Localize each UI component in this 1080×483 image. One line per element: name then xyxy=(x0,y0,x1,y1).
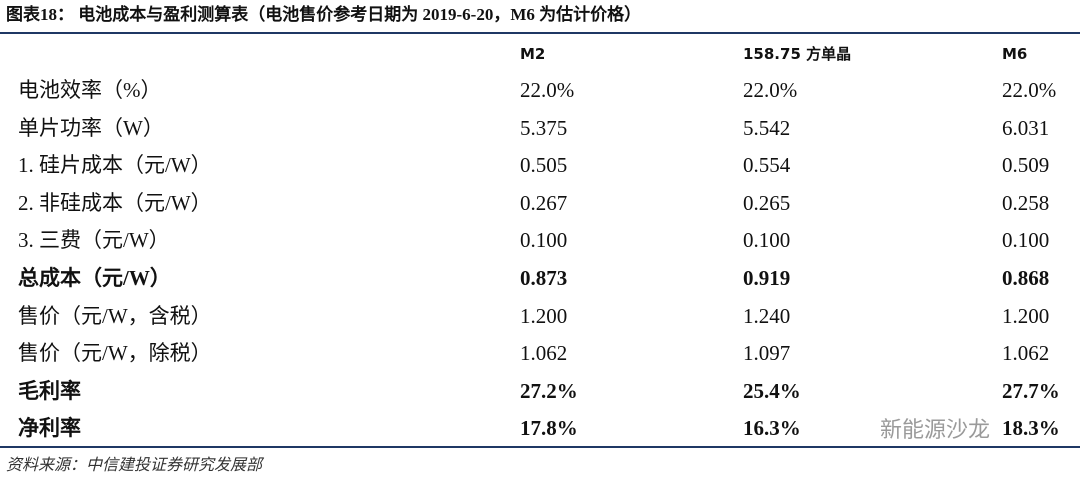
cell-value: 18.3% xyxy=(1002,416,1060,441)
column-header: M2 xyxy=(520,45,546,63)
row-label: 2. 非硅成本（元/W） xyxy=(18,190,212,215)
row-label: 净利率 xyxy=(18,416,81,441)
column-header: M6 xyxy=(1002,45,1028,63)
cell-value: 1.240 xyxy=(743,303,791,328)
cell-value: 5.375 xyxy=(520,115,568,140)
cell-value: 1.200 xyxy=(520,303,568,328)
cell-value: 0.868 xyxy=(1002,266,1050,290)
cell-value: 0.873 xyxy=(520,266,568,290)
cell-value: 0.505 xyxy=(520,153,568,178)
cell-value: 22.0% xyxy=(1002,78,1057,102)
cell-value: 0.258 xyxy=(1002,190,1050,215)
cell-value: 22.0% xyxy=(520,78,575,102)
cell-value: 16.3% xyxy=(743,416,801,441)
cell-value: 0.100 xyxy=(1002,228,1050,253)
table-title: 图表18： 电池成本与盈利测算表（电池售价参考日期为 2019-6-20，M6 … xyxy=(6,5,642,24)
row-label: 电池效率（%） xyxy=(18,78,162,102)
source-note: 资料来源：中信建投证券研究发展部 xyxy=(6,457,263,474)
row-label: 3. 三费（元/W） xyxy=(18,228,170,253)
cell-value: 1.062 xyxy=(520,341,568,366)
cell-value: 5.542 xyxy=(743,115,791,140)
row-label: 售价（元/W，除税） xyxy=(18,341,212,366)
cell-value: 6.031 xyxy=(1002,115,1050,140)
row-label: 毛利率 xyxy=(18,378,81,403)
cell-value: 1.097 xyxy=(743,341,791,366)
cell-value: 1.200 xyxy=(1002,303,1050,328)
cell-value: 25.4% xyxy=(743,378,801,403)
bottom-rule xyxy=(0,446,1080,448)
row-label: 1. 硅片成本（元/W） xyxy=(18,153,212,178)
cell-value: 22.0% xyxy=(743,78,798,102)
cell-value: 0.100 xyxy=(743,228,791,253)
column-header: 158.75 方单晶 xyxy=(743,45,852,63)
top-rule xyxy=(0,32,1080,34)
row-label: 单片功率（W） xyxy=(18,115,164,140)
row-label: 总成本（元/W） xyxy=(18,266,171,290)
cell-value: 1.062 xyxy=(1002,341,1050,366)
cell-value: 0.919 xyxy=(743,266,791,290)
row-label: 售价（元/W，含税） xyxy=(18,303,212,328)
cell-value: 27.7% xyxy=(1002,378,1060,403)
cell-value: 0.265 xyxy=(743,190,791,215)
cell-value: 0.100 xyxy=(520,228,568,253)
cell-value: 17.8% xyxy=(520,416,578,441)
cell-value: 0.509 xyxy=(1002,153,1050,178)
watermark: 新能源沙龙 xyxy=(880,418,991,443)
cell-value: 0.267 xyxy=(520,190,568,215)
cell-value: 0.554 xyxy=(743,153,791,178)
cell-value: 27.2% xyxy=(520,378,578,403)
